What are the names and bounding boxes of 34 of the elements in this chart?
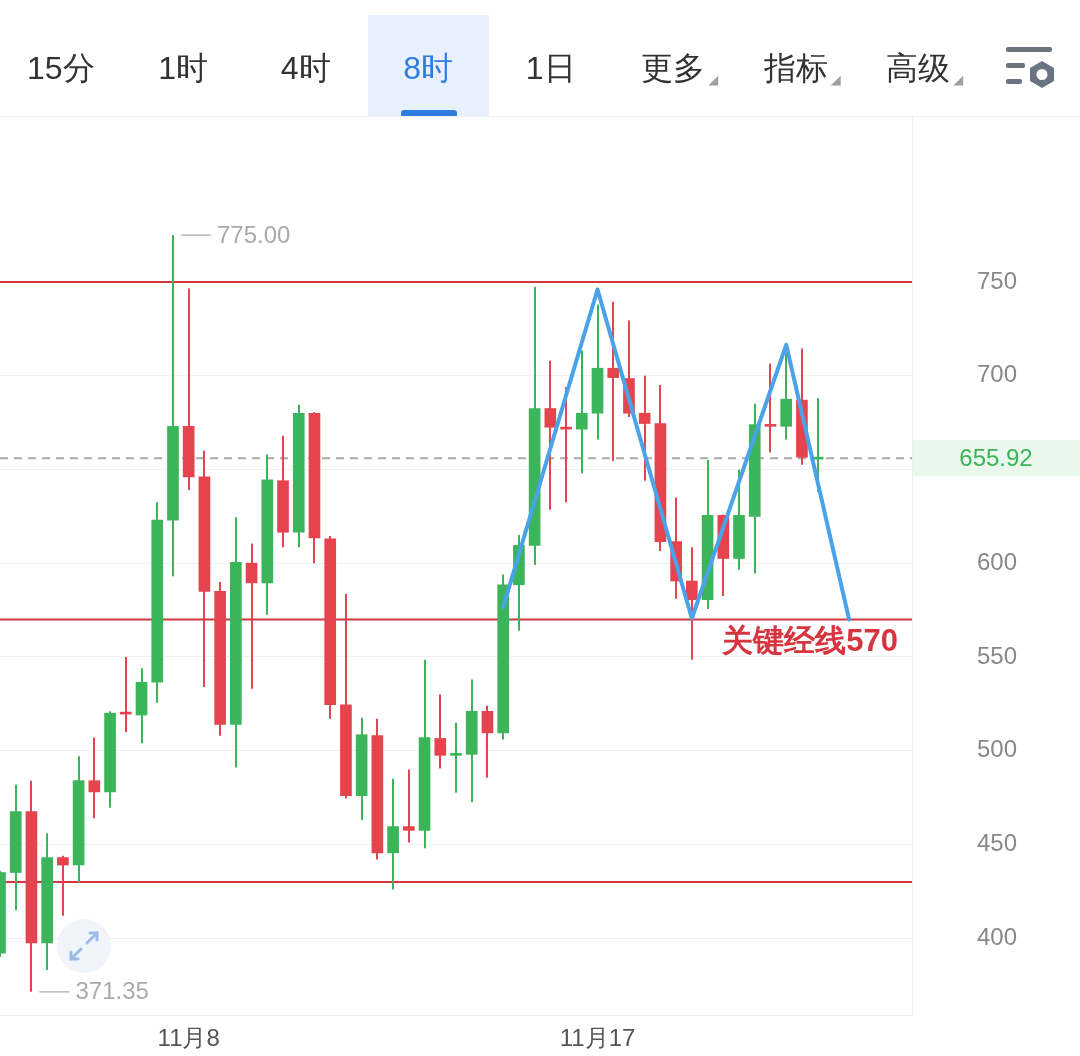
candlestick (686, 546, 698, 661)
y-tick-label: 600 (977, 547, 1018, 575)
y-tick-label: 550 (977, 641, 1018, 669)
tab[interactable]: 8时 (367, 15, 489, 116)
candlestick (403, 768, 415, 844)
text: 371.35 (75, 977, 149, 1005)
candlestick (434, 693, 447, 770)
x-tick-label: 11月8 (157, 1024, 220, 1052)
text: 1时 (158, 49, 209, 86)
text: 1日 (525, 49, 576, 86)
y-tick-label: 450 (977, 829, 1018, 857)
y-tick-label: 400 (977, 922, 1018, 950)
candlestick (481, 704, 494, 779)
candlestick (638, 374, 651, 482)
candlestick (57, 854, 69, 917)
candlestick (607, 300, 620, 463)
ref-line-label: 655.92 (959, 443, 1033, 471)
candlestick (245, 542, 258, 690)
candlestick (544, 359, 557, 511)
text: 更多◢ (641, 49, 719, 87)
y-tick-label: 700 (977, 360, 1018, 388)
candlestick (575, 349, 588, 475)
text: 高级◢ (886, 49, 964, 87)
text: 15分 (26, 49, 95, 86)
candlestick (764, 362, 777, 454)
candlestick (88, 736, 101, 820)
text: 指标◢ (763, 49, 841, 87)
ref-line-label: 关键经线570 (721, 623, 898, 659)
text: 4时 (280, 49, 331, 86)
y-tick-label: 500 (977, 735, 1018, 763)
text: 775.00 (216, 220, 291, 248)
x-tick-label: 11月17 (559, 1024, 636, 1052)
y-tick-label: 750 (977, 266, 1018, 294)
candlestick (450, 721, 462, 794)
